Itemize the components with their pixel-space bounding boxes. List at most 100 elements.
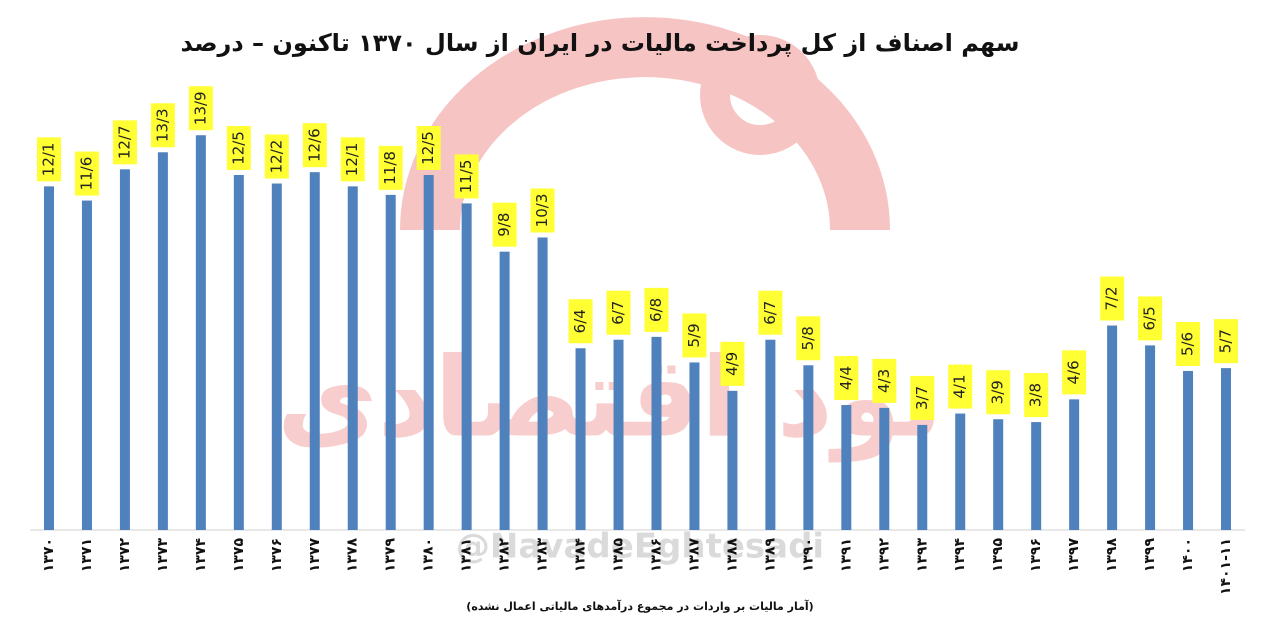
value-label: 6/7 [761, 301, 779, 325]
value-label: 5/6 [1179, 332, 1197, 356]
x-tick-label: ۱۳۷۷ [307, 538, 323, 573]
bar [1183, 370, 1194, 530]
value-label-bg [112, 120, 137, 165]
bar [499, 251, 510, 530]
value-label: 3/9 [989, 380, 1007, 404]
value-label: 4/4 [837, 366, 855, 390]
logo [400, 17, 890, 231]
bar [347, 186, 358, 531]
x-tick-label: ۱۳۷۲ [117, 538, 133, 573]
logo-dot [700, 35, 820, 155]
value-label-bg [758, 290, 783, 335]
x-tick-label: ۱۳۸۱ [459, 538, 475, 572]
x-tick-label: ۱۴۰۰ [1180, 538, 1196, 572]
bar [993, 419, 1004, 530]
value-label: 10/3 [533, 194, 551, 228]
value-label-bg [340, 137, 365, 182]
note: (آمار مالیات بر واردات در مجموع درآمدهای… [466, 599, 813, 613]
bar [271, 183, 282, 530]
bar [651, 336, 662, 530]
value-label: 12/5 [419, 131, 437, 165]
x-tick-label: ۱۳۹۵ [990, 538, 1006, 573]
x-tick-label: ۱۳۹۶ [1028, 538, 1044, 572]
value-label: 9/8 [495, 213, 513, 237]
value-label: 11/5 [457, 160, 475, 194]
bar [803, 365, 814, 530]
bar [195, 135, 206, 531]
x-tick-label: ۱۳۷۳ [155, 538, 171, 573]
x-tick-label: ۱۳۸۳ [535, 538, 551, 573]
bar [1031, 422, 1042, 530]
watermark: @NavadeEghtesadi [456, 527, 824, 567]
x-tick-label: ۱۳۸۴ [573, 538, 589, 573]
bar [461, 203, 472, 530]
chart-title: سهم اصناف از کل پرداخت مالیات در ایران ا… [181, 29, 1020, 57]
value-label: 6/8 [647, 298, 665, 322]
x-tick-label: ۱۳۸۲ [497, 538, 513, 573]
value-label: 12/1 [39, 143, 57, 177]
bar [613, 339, 624, 530]
logo-arc [400, 17, 890, 231]
value-label: 12/2 [267, 140, 285, 174]
x-tick-label: ۱۳۹۰ [800, 538, 816, 572]
value-label-bg [1214, 319, 1239, 364]
x-tick-label: ۱۳۹۷ [1066, 538, 1082, 573]
value-label: 3/8 [1027, 383, 1045, 407]
value-label-bg [74, 151, 99, 196]
bar [423, 175, 434, 530]
value-label-bg [36, 137, 61, 182]
value-label-bg [568, 299, 593, 344]
bar [765, 339, 776, 530]
value-label: 11/8 [381, 151, 399, 185]
bar [309, 172, 320, 530]
x-tick-label: ۱۳۹۳ [914, 538, 930, 573]
bar [955, 413, 966, 530]
bar [157, 152, 168, 530]
value-label-bg [682, 313, 707, 358]
value-label: 13/9 [191, 91, 209, 125]
value-label: 4/9 [723, 352, 741, 376]
value-label: 3/7 [913, 386, 931, 410]
value-label-bg [872, 358, 897, 403]
value-label: 5/8 [799, 326, 817, 350]
x-tick-label: ۱۳۹۱ [838, 538, 854, 572]
value-label: 12/1 [343, 143, 361, 177]
x-tick-label: ۱۳۹۲ [876, 538, 892, 573]
value-label: 12/7 [115, 125, 133, 159]
x-tick-label: ۱۳۸۵ [611, 538, 627, 573]
value-label-bg [530, 188, 555, 233]
value-label-bg [416, 126, 441, 170]
x-tick-label: ۱۳۸۸ [724, 538, 740, 573]
x-tick-label: ۱۳۷۹ [383, 538, 399, 573]
x-tick-label: ۱۳۸۰ [421, 538, 437, 572]
value-label: 13/3 [153, 108, 171, 142]
value-label-bg [1100, 276, 1125, 321]
value-label: 6/7 [609, 301, 627, 325]
bar [537, 237, 548, 531]
bar [43, 186, 54, 531]
bar [1069, 399, 1080, 530]
value-label: 4/3 [875, 369, 893, 393]
value-label-bg [454, 154, 479, 199]
value-label-bg [1138, 296, 1163, 341]
bar [385, 194, 396, 530]
x-tick-label: ۱۳۸۷ [686, 538, 702, 573]
x-tick-label: ۱۳۸۶ [648, 538, 664, 572]
value-label-bg [1062, 350, 1087, 395]
value-label-bg [986, 370, 1011, 415]
value-label: 6/4 [571, 309, 589, 333]
bar [119, 169, 130, 530]
value-label-bg [1176, 321, 1201, 366]
x-tick-label: ۱۳۹۴ [952, 538, 968, 573]
x-tick-label: ۱۳۷۰ [41, 538, 57, 572]
value-label: 12/6 [305, 128, 323, 162]
value-label: 4/6 [1065, 360, 1083, 384]
x-tick-label: ۱۴۰۱-۱۱ [1218, 538, 1234, 595]
value-label-bg [188, 86, 213, 131]
value-label-bg [644, 287, 669, 332]
bar [1145, 345, 1156, 530]
value-label-bg [834, 356, 859, 401]
x-tick-label: ۱۳۷۱ [79, 538, 95, 572]
bar [1107, 325, 1118, 530]
